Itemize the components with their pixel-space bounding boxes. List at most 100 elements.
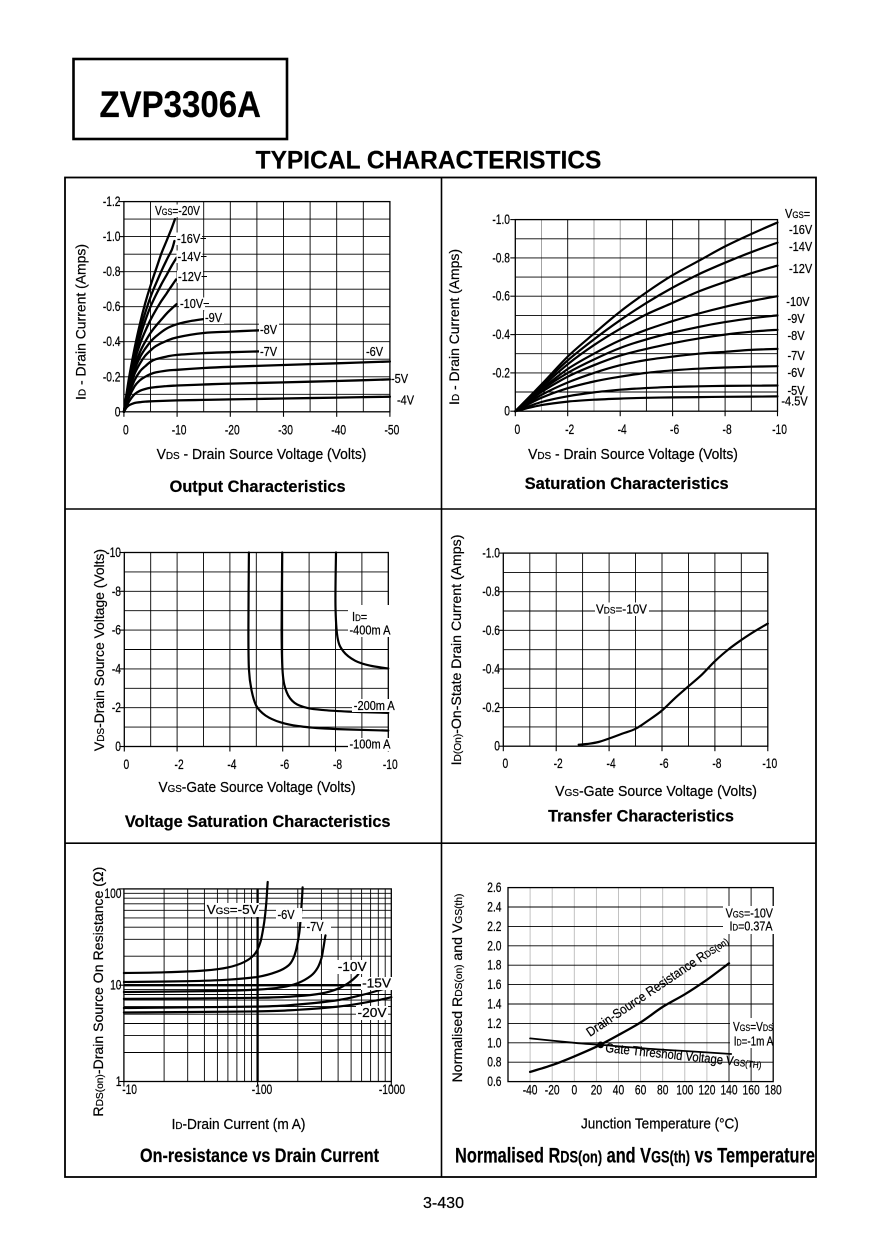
svg-text:-0.2: -0.2: [492, 365, 510, 381]
svg-text:0: 0: [115, 739, 121, 755]
svg-text:-8: -8: [712, 756, 721, 772]
svg-text:Junction Temperature (°C): Junction Temperature (°C): [581, 1115, 739, 1132]
svg-text:0: 0: [123, 422, 129, 438]
svg-text:-12V: -12V: [178, 270, 201, 284]
svg-text:ID(On)-On-State Drain Current: ID(On)-On-State Drain Current (Amps): [448, 535, 464, 766]
svg-text:-0.8: -0.8: [492, 250, 510, 266]
svg-text:0: 0: [504, 403, 510, 419]
svg-text:-10V: -10V: [180, 297, 203, 311]
svg-text:-10: -10: [762, 756, 777, 772]
svg-text:-7V: -7V: [788, 349, 805, 363]
svg-text:100: 100: [104, 886, 121, 902]
svg-text:-20V: -20V: [358, 1006, 387, 1020]
svg-text:ZVP3306A: ZVP3306A: [99, 84, 260, 125]
svg-text:Output Characteristics: Output Characteristics: [170, 478, 346, 496]
svg-text:-0.4: -0.4: [482, 661, 500, 677]
svg-text:VGS=-10V: VGS=-10V: [726, 907, 774, 921]
svg-text:-10V: -10V: [786, 295, 809, 309]
svg-text:-20: -20: [225, 422, 240, 438]
svg-text:0.8: 0.8: [487, 1054, 502, 1070]
svg-text:-5V: -5V: [788, 384, 805, 398]
svg-text:2.4: 2.4: [487, 899, 502, 915]
svg-text:-4: -4: [227, 757, 236, 773]
svg-text:1.8: 1.8: [487, 957, 502, 973]
svg-text:-40: -40: [331, 422, 346, 438]
svg-text:-10: -10: [172, 422, 187, 438]
svg-text:-400m A: -400m A: [350, 624, 391, 638]
svg-text:-4.5V: -4.5V: [781, 395, 807, 409]
svg-text:Voltage Saturation Characteris: Voltage Saturation Characteristics: [125, 813, 391, 831]
svg-text:80: 80: [657, 1082, 669, 1098]
svg-text:On-resistance vs Drain Current: On-resistance vs Drain Current: [140, 1145, 379, 1167]
svg-text:VGS=-5V: VGS=-5V: [207, 902, 259, 916]
svg-text:-2: -2: [175, 757, 184, 773]
svg-text:VGS-Gate Source Voltage (Volt: VGS-Gate Source Voltage (Volts): [158, 779, 355, 795]
svg-text:-2: -2: [554, 756, 563, 772]
svg-text:Normalised RDS(on) and VGS(th): Normalised RDS(on) and VGS(th) vs Temper…: [455, 1144, 815, 1168]
svg-text:RDS(on)-Drain Source On Resist: RDS(on)-Drain Source On Resistance (Ω): [90, 867, 106, 1117]
svg-text:0: 0: [494, 738, 500, 754]
svg-text:-12V: -12V: [789, 262, 812, 276]
svg-text:ID=: ID=: [352, 610, 367, 624]
svg-text:-4: -4: [618, 422, 627, 438]
svg-text:100: 100: [676, 1082, 693, 1098]
svg-text:1.0: 1.0: [487, 1035, 502, 1051]
svg-text:-8V: -8V: [788, 329, 805, 343]
svg-text:-1.0: -1.0: [103, 229, 121, 245]
svg-text:ID-Drain Current (m A): ID-Drain Current (m A): [172, 1115, 306, 1131]
svg-text:-0.6: -0.6: [482, 622, 500, 638]
svg-text:Transfer Characteristics: Transfer Characteristics: [548, 807, 734, 825]
svg-text:0: 0: [571, 1082, 577, 1098]
svg-text:1.4: 1.4: [487, 996, 502, 1012]
svg-text:-10: -10: [383, 757, 398, 773]
svg-text:2.0: 2.0: [487, 938, 502, 954]
svg-text:-10: -10: [106, 545, 121, 561]
svg-text:-8V: -8V: [260, 323, 277, 337]
svg-text:ID=0.37A: ID=0.37A: [730, 920, 773, 934]
svg-text:VGS=VDS: VGS=VDS: [733, 1021, 773, 1034]
svg-text:10: 10: [110, 977, 122, 993]
svg-text:1.6: 1.6: [487, 977, 502, 993]
svg-text:-5V: -5V: [391, 372, 408, 386]
svg-text:-6: -6: [112, 622, 121, 638]
svg-text:VGS=-20V: VGS=-20V: [155, 205, 200, 218]
svg-text:-6: -6: [280, 757, 289, 773]
svg-text:ID - Drain Current (Amps): ID - Drain Current (Amps): [72, 244, 88, 400]
svg-text:-2: -2: [565, 422, 574, 438]
svg-text:-4V: -4V: [397, 394, 414, 408]
svg-text:1: 1: [116, 1073, 122, 1089]
svg-text:2.2: 2.2: [487, 919, 502, 935]
svg-text:Saturation Characteristics: Saturation Characteristics: [525, 475, 729, 493]
svg-text:-0.4: -0.4: [492, 327, 510, 343]
svg-text:-30: -30: [278, 422, 293, 438]
svg-text:140: 140: [720, 1082, 737, 1098]
svg-text:0: 0: [123, 757, 129, 773]
svg-text:VDS-Drain Source Voltage (Vol: VDS-Drain Source Voltage (Volts): [91, 549, 107, 751]
svg-text:-20: -20: [545, 1082, 560, 1098]
svg-text:-6V: -6V: [366, 345, 383, 359]
svg-text:-0.6: -0.6: [103, 299, 121, 315]
svg-text:ID=-1m A: ID=-1m A: [734, 1036, 774, 1049]
svg-text:-0.2: -0.2: [482, 700, 500, 716]
svg-text:0.6: 0.6: [487, 1074, 502, 1090]
svg-text:-4: -4: [607, 756, 616, 772]
svg-text:60: 60: [635, 1082, 647, 1098]
svg-text:VGS=: VGS=: [785, 207, 810, 221]
svg-text:-9V: -9V: [205, 311, 222, 325]
svg-text:-6: -6: [670, 422, 679, 438]
svg-text:-14V: -14V: [789, 240, 812, 254]
svg-text:TYPICAL CHARACTERISTICS: TYPICAL CHARACTERISTICS: [256, 147, 602, 174]
svg-text:0: 0: [115, 404, 121, 420]
svg-text:-8: -8: [112, 583, 121, 599]
svg-text:-40: -40: [523, 1082, 538, 1098]
svg-text:2.6: 2.6: [487, 880, 502, 896]
svg-text:-100m A: -100m A: [350, 738, 391, 752]
svg-text:-0.8: -0.8: [482, 584, 500, 600]
svg-text:-8: -8: [723, 422, 732, 438]
svg-text:-8: -8: [333, 757, 342, 773]
svg-text:-1000: -1000: [379, 1082, 405, 1098]
svg-text:VDS - Drain Source Voltage (Vo: VDS - Drain Source Voltage (Volts): [157, 447, 367, 463]
svg-text:-200m A: -200m A: [354, 699, 395, 713]
svg-text:Normalised RDS(on) and VGS(th): Normalised RDS(on) and VGS(th): [449, 894, 465, 1083]
svg-text:-10: -10: [122, 1082, 137, 1098]
